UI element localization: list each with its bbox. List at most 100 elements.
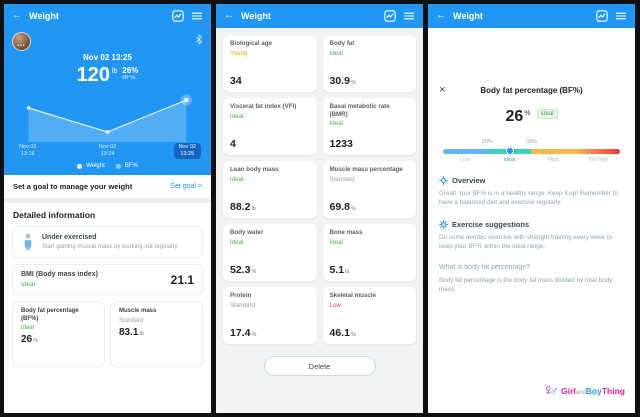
gear-icon (439, 220, 448, 229)
metric-card[interactable]: Lean body mass Ideal 88.2lb (223, 161, 317, 218)
exercise-title: Exercise suggestions (452, 220, 530, 229)
metric-value: 46.1% (329, 327, 356, 339)
menu-icon[interactable] (191, 10, 203, 22)
metric-card[interactable]: Skeletal muscle Low 46.1% (322, 287, 416, 344)
x-label-date: Nov 02 (178, 144, 196, 150)
panel-metrics-grid: ← Weight Biological age Young 34 Body fa… (216, 4, 423, 413)
bf-label: BF% (122, 75, 136, 81)
card-label: Body fat percentage (BF%) (21, 308, 79, 322)
overview-section: Overview Great! Your BF% is in a healthy… (439, 176, 624, 207)
measurement-date: Nov 02 13:25 (83, 53, 132, 62)
delete-row: Delete (223, 356, 416, 376)
bodyfat-value: 26 (505, 108, 524, 125)
metric-status: Ideal (329, 238, 343, 246)
body-fat-card[interactable]: Body fat percentage (BF%) Ideal 26% (13, 302, 104, 366)
metric-card[interactable]: Body fat Ideal 30.9% (322, 35, 416, 92)
chart-x-label-active[interactable]: Nov 02 13:25 (173, 143, 201, 159)
trend-chart-icon[interactable] (172, 10, 184, 22)
weight-unit: lb (111, 68, 118, 75)
bodyfat-unit: % (524, 110, 531, 117)
metric-label: Skeletal muscle (329, 292, 376, 299)
segment-label: Low (460, 157, 471, 163)
metric-status: Low (329, 301, 341, 309)
metric-label: Lean body mass (230, 166, 279, 173)
sheet-title: Body fat percentage (BF%) (480, 85, 583, 95)
bmi-card[interactable]: BMI (Body mass index) Ideal 21.1 (13, 265, 202, 294)
metric-card[interactable]: Protein Standard 17.4% (223, 287, 317, 344)
chart-x-label[interactable]: Nov 02 13:24 (94, 143, 121, 159)
female-symbol-icon: ♀ (542, 382, 555, 399)
metric-card[interactable]: Bone mass Ideal 5.1lb (322, 224, 416, 281)
legend-weight-label: Weight (86, 163, 105, 169)
back-icon[interactable]: ← (224, 10, 234, 21)
metric-value: 88.2lb (230, 201, 256, 213)
weight-chart[interactable] (12, 90, 203, 142)
advice-description: Start gaining muscle mass by working out… (42, 243, 179, 250)
metric-card[interactable]: Basal metabolic rate (BMR) Ideal 1233 (322, 98, 416, 155)
overview-text: Great! Your BF% is in a healthy range. K… (439, 190, 618, 206)
muscle-mass-card[interactable]: Muscle mass Standard 83.1lb (111, 302, 202, 366)
metric-label: Visceral fat index (VFI) (230, 103, 297, 110)
page-title: Weight (241, 11, 271, 21)
metric-value: 1233 (329, 138, 353, 150)
x-label-time: 13:25 (180, 151, 195, 157)
panel-weight-dashboard: ← Weight ••• Nov 02 13:25 120 lb 26% BF% (4, 4, 211, 413)
menu-icon[interactable] (615, 10, 627, 22)
bf-value: 26% (122, 66, 139, 75)
overview-icon (439, 176, 448, 185)
gradient-scale-bar (443, 147, 620, 155)
definition-answer: Body fat percentage is the body fat mass… (439, 277, 613, 293)
avatar[interactable]: ••• (12, 31, 31, 51)
metric-value: 5.1lb (329, 264, 350, 276)
bodyfat-scale: 20% 33% Low Ideal High Too high (443, 139, 620, 163)
advice-texts: Under exercised Start gaining muscle mas… (42, 234, 179, 251)
section-divider (4, 198, 211, 203)
metric-label: Muscle mass percentage (329, 166, 403, 173)
metric-label: Body fat (329, 40, 355, 47)
chart-legend: Weight BF% (12, 163, 203, 169)
card-value: 83.1lb (119, 326, 144, 338)
x-label-time: 13:18 (20, 151, 35, 157)
scale-ticks: 20% 33% (443, 139, 620, 147)
bf-scale-marker[interactable] (506, 147, 515, 155)
scale-tick-label: 20% (481, 139, 493, 145)
app-header: ← Weight (428, 4, 635, 28)
metric-status: Ideal (329, 120, 343, 127)
metric-value: 17.4% (230, 327, 257, 339)
legend-weight-dot (77, 163, 83, 169)
delete-button[interactable]: Delete (263, 356, 376, 376)
legend-bf-dot (115, 163, 121, 169)
scale-segment-labels: Low Ideal High Too high (443, 157, 620, 163)
watermark: ♀ ♂ GirlandBoyThing (542, 383, 625, 399)
metric-card[interactable]: Body water Ideal 52.3% (223, 224, 317, 281)
x-label-time: 13:24 (100, 151, 115, 157)
bluetooth-icon[interactable] (195, 32, 203, 50)
male-symbol-icon: ♂ (549, 383, 560, 398)
advice-card[interactable]: Under exercised Start gaining muscle mas… (13, 227, 202, 257)
metric-label: Bone mass (329, 229, 363, 236)
set-goal-link[interactable]: Set goal > (170, 183, 202, 190)
legend-bf-label: BF% (124, 163, 138, 169)
metric-card[interactable]: Visceral fat index (VFI) Ideal 4 (223, 98, 317, 155)
bodyfat-sheet: × Body fat percentage (BF%) 26 % Ideal 2… (428, 28, 635, 413)
bmi-label: BMI (Body mass index) (21, 271, 99, 278)
weight-reading: 120 lb 26% BF% (12, 64, 203, 88)
chart-x-label[interactable]: Nov 02 13:18 (14, 143, 41, 159)
bmi-texts: BMI (Body mass index) Ideal (21, 271, 98, 288)
metric-card[interactable]: Biological age Young 34 (223, 35, 317, 92)
x-label-date: Nov 02 (98, 144, 117, 150)
page-title: Weight (29, 11, 59, 21)
back-icon[interactable]: ← (12, 10, 22, 21)
menu-icon[interactable] (403, 10, 415, 22)
definition-question: What is body fat percentage? (439, 264, 531, 271)
page-title: Weight (453, 11, 483, 21)
app-header: ← Weight (4, 4, 211, 28)
back-icon[interactable]: ← (436, 10, 446, 21)
metric-card[interactable]: Muscle mass percentage Standard 69.8% (322, 161, 416, 218)
close-icon[interactable]: × (439, 84, 446, 96)
metric-value: 4 (230, 138, 236, 150)
trend-chart-icon[interactable] (384, 10, 396, 22)
trend-chart-icon[interactable] (596, 10, 608, 22)
goal-banner: Set a goal to manage your weight Set goa… (4, 175, 211, 198)
bmi-value: 21.1 (170, 272, 194, 287)
